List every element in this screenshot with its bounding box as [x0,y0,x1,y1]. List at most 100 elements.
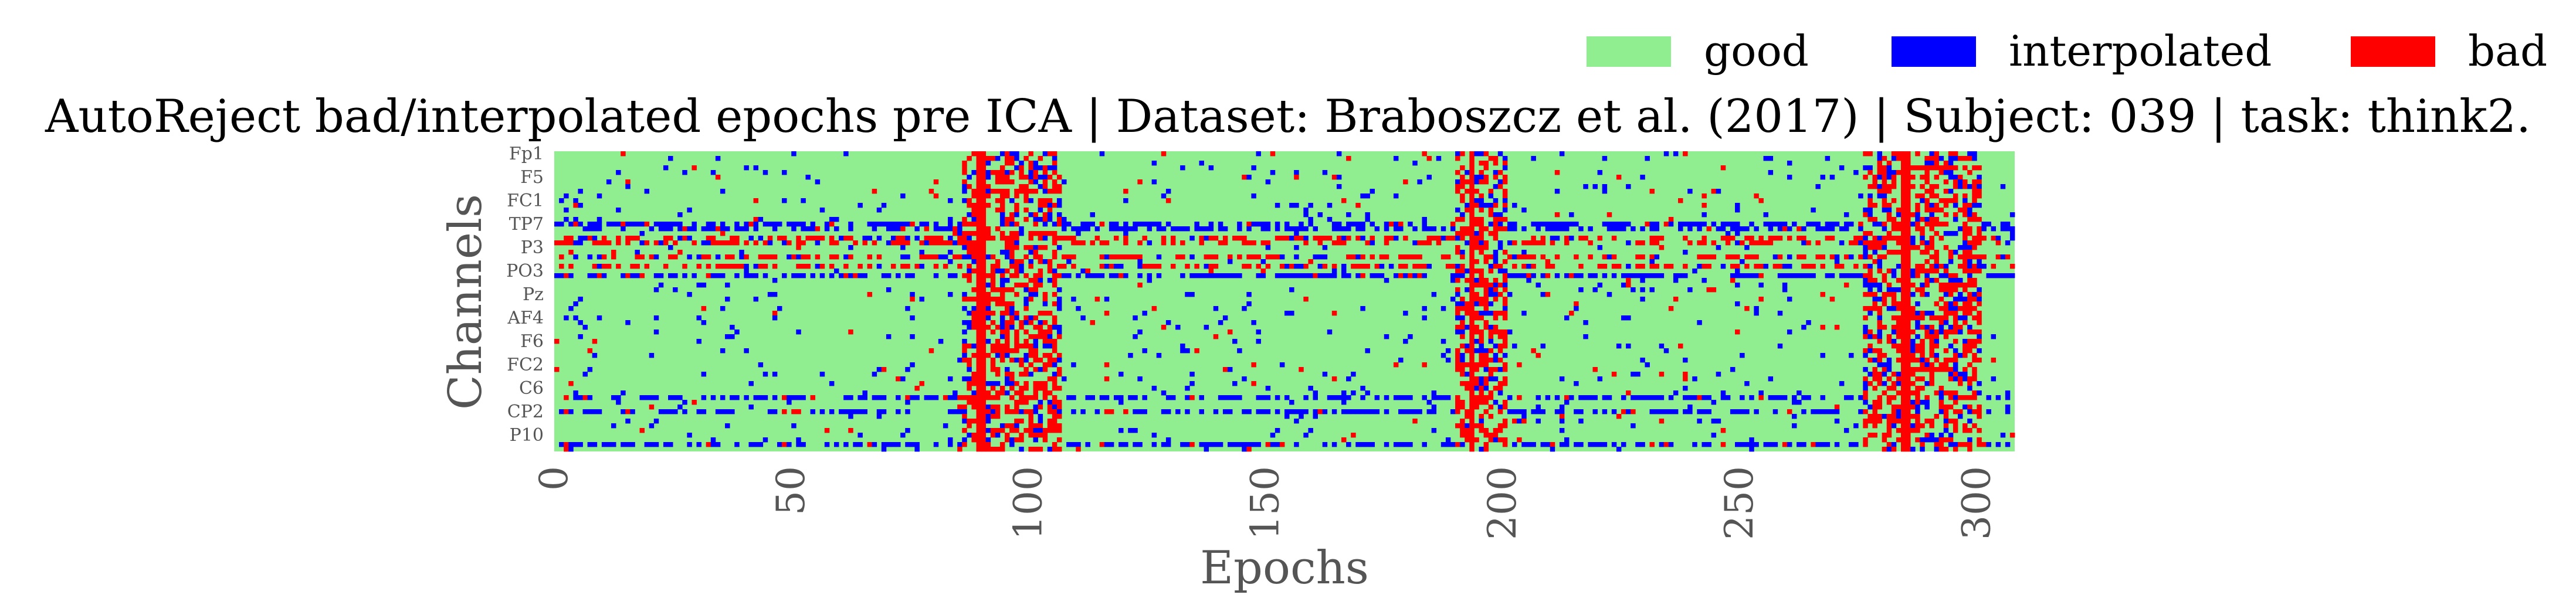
bad-cell [1014,189,1019,194]
bad-cell [1483,240,1489,246]
interpolated-cell [1621,315,1626,321]
bad-cell [1863,334,1868,339]
bad-cell [601,240,607,246]
bad-cell [976,193,981,199]
bad-cell [596,240,602,246]
bad-cell [1019,390,1024,396]
legend-label-bad: bad [2468,26,2547,76]
bad-cell [981,348,987,354]
interpolated-cell [1019,447,1024,452]
bad-cell [962,442,967,447]
bad-cell [1900,334,1906,339]
bad-cell [1797,236,1802,241]
bad-cell [995,226,1001,232]
interpolated-cell [833,226,839,232]
bad-cell [938,240,944,246]
interpolated-cell [1052,156,1057,161]
bad-cell [1450,222,1456,227]
bad-cell [1460,400,1465,405]
bad-cell [739,264,744,269]
interpolated-cell [1062,217,1067,222]
bad-cell [1047,269,1053,274]
interpolated-cell [587,254,593,260]
bad-cell [1943,203,1949,208]
interpolated-cell [1422,217,1427,222]
interpolated-cell [948,409,953,414]
bad-cell [1749,240,1754,246]
interpolated-cell [606,442,612,447]
interpolated-cell [1867,283,1873,288]
bad-cell [1877,311,1883,316]
bad-cell [1497,428,1503,433]
bad-cell [1526,254,1531,260]
bad-cell [999,353,1005,358]
interpolated-cell [1194,222,1199,227]
bad-cell [1023,344,1029,349]
interpolated-cell [1967,386,1972,391]
interpolated-cell [1578,273,1584,278]
interpolated-cell [1133,409,1138,414]
interpolated-cell [896,442,901,447]
interpolated-cell [1308,273,1313,278]
bad-cell [1797,226,1802,232]
bad-cell [896,240,901,246]
interpolated-cell [1588,226,1593,232]
bad-cell [1019,283,1024,288]
bad-cell [1953,428,1958,433]
interpolated-cell [1393,222,1399,227]
bad-cell [1469,175,1475,180]
interpolated-cell [582,325,588,330]
interpolated-cell [1886,447,1892,452]
bad-cell [1023,245,1029,250]
interpolated-cell [772,372,778,377]
bad-cell [682,264,687,269]
interpolated-cell [701,226,707,232]
interpolated-cell [1611,226,1617,232]
interpolated-cell [649,353,655,358]
bad-cell [1938,287,1944,293]
interpolated-cell [919,250,924,255]
interpolated-cell [1640,273,1645,278]
bad-cell [1493,329,1499,335]
interpolated-cell [1863,283,1868,288]
interpolated-cell [744,348,749,354]
interpolated-cell [791,423,796,429]
interpolated-cell [1284,409,1290,414]
bad-cell [1953,179,1958,185]
bad-cell [981,254,987,260]
interpolated-cell [971,390,977,396]
interpolated-cell [1147,273,1153,278]
interpolated-cell [1440,395,1446,400]
bad-cell [1900,358,1906,363]
bad-cell [1929,208,1934,213]
interpolated-cell [1512,442,1517,447]
interpolated-cell [1465,423,1470,429]
bad-cell [1497,311,1503,316]
x-tick-label: 50 [768,466,814,515]
bad-cell [791,254,796,260]
interpolated-cell [1440,306,1446,311]
bad-cell [967,381,972,386]
interpolated-cell [720,409,726,414]
interpolated-cell [1374,226,1380,232]
bad-cell [1469,390,1475,396]
bad-cell [1502,362,1508,368]
bad-cell [1408,254,1413,260]
interpolated-cell [1284,222,1290,227]
bad-cell [1028,395,1033,400]
interpolated-cell [1208,165,1214,171]
bad-cell [976,409,981,414]
interpolated-cell [1701,222,1707,227]
interpolated-cell [857,203,863,208]
interpolated-cell [1735,226,1740,232]
bad-cell [644,240,650,246]
interpolated-cell [1488,193,1494,199]
bad-cell [1303,240,1309,246]
bad-cell [967,250,972,255]
bad-cell [1465,362,1470,368]
interpolated-cell [1896,264,1902,269]
interpolated-cell [1346,273,1351,278]
x-axis-label: Epochs [1200,542,1369,594]
bad-cell [1858,222,1863,227]
bad-cell [999,428,1005,433]
